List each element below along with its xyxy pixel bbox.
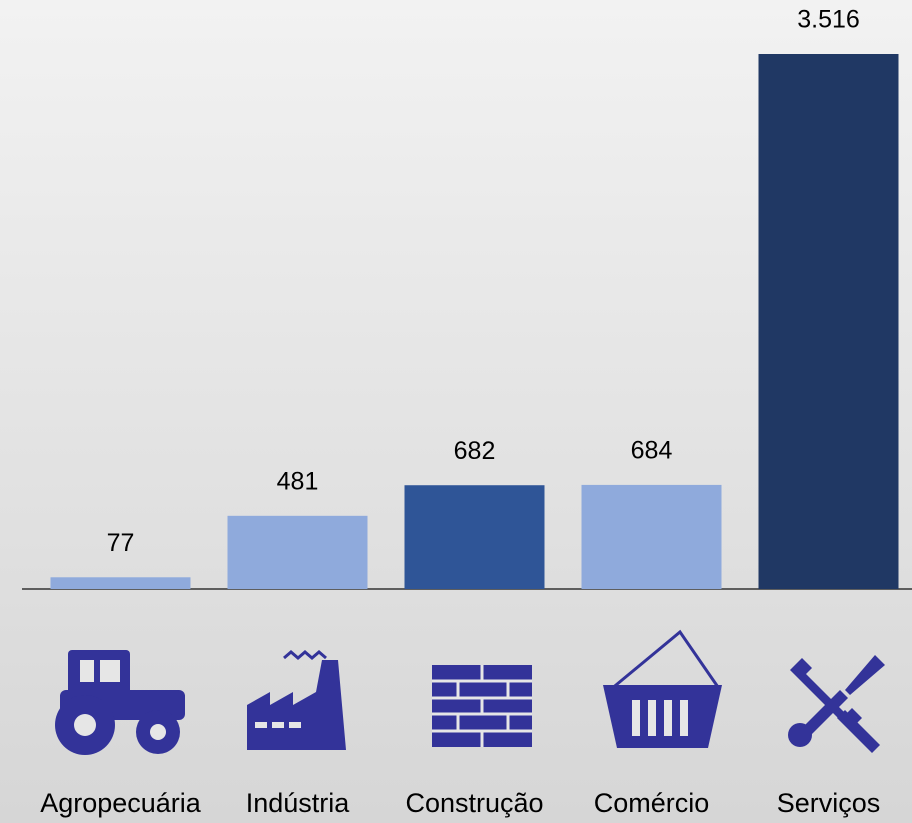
basket-icon <box>603 629 722 748</box>
bar <box>227 515 368 589</box>
bar <box>581 484 722 589</box>
category-label: Indústria <box>246 788 351 818</box>
bar <box>758 54 899 589</box>
value-label: 684 <box>631 437 673 465</box>
tools-icon <box>788 655 885 753</box>
category-label: Agropecuária <box>40 788 202 818</box>
value-label: 481 <box>277 467 319 495</box>
category-label: Serviços <box>777 788 881 818</box>
value-label: 77 <box>107 529 135 557</box>
bar <box>404 485 545 589</box>
tractor-icon <box>55 650 185 755</box>
value-label: 3.516 <box>797 6 860 34</box>
category-label: Construção <box>405 788 543 818</box>
bar <box>50 577 191 589</box>
factory-icon <box>247 650 346 750</box>
brick-icon <box>432 665 532 747</box>
category-label: Comércio <box>594 788 710 818</box>
value-label: 682 <box>454 437 496 465</box>
